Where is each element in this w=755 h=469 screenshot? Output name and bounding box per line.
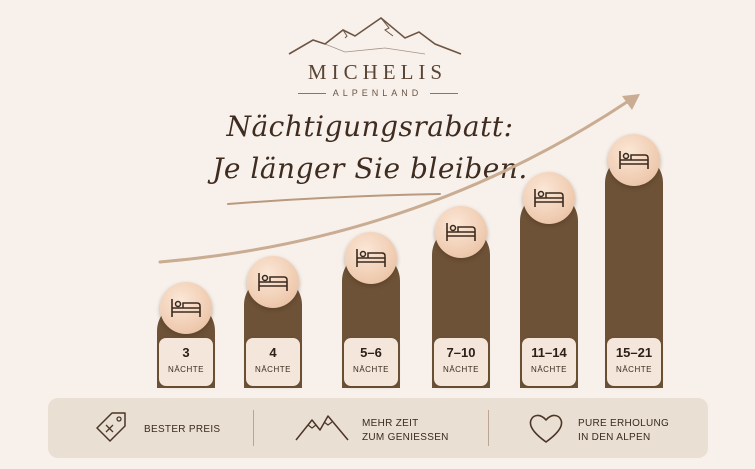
sub-brand-rule-right (430, 93, 458, 94)
tier-unit: NÄCHTE (255, 365, 291, 374)
heart-icon (529, 414, 563, 443)
tier-bed-bubble (247, 256, 299, 308)
bed-icon (356, 249, 386, 267)
tier-bed-bubble (435, 206, 487, 258)
tier-label-card: 5–6 NÄCHTE (344, 338, 398, 386)
tier-unit: NÄCHTE (168, 365, 204, 374)
features-strip (48, 398, 708, 458)
tier-label-card: 11–14 NÄCHTE (522, 338, 576, 386)
feature-pure-relaxation-line-1: PURE ERHOLUNG (578, 418, 670, 429)
tier-bed-bubble (608, 134, 660, 186)
bed-icon (446, 223, 476, 241)
headline-line-1: Nächtigungsrabatt: (226, 110, 514, 143)
tier-bed-bubble (523, 172, 575, 224)
tier-nights: 3 (182, 345, 190, 360)
tier-unit: NÄCHTE (531, 365, 567, 374)
mountain-logo-icon (288, 16, 462, 55)
tier-bed-bubble (160, 282, 212, 334)
feature-more-time-line-1: MEHR ZEIT (362, 418, 419, 429)
mountains-icon (295, 415, 349, 441)
feature-more-time-line-2: ZUM GENIESSEN (362, 432, 449, 443)
bed-icon (619, 151, 649, 169)
bed-icon (534, 189, 564, 207)
feature-divider (253, 410, 254, 446)
tier-nights: 7–10 (446, 345, 476, 360)
tier-unit: NÄCHTE (353, 365, 389, 374)
price-tag-icon (96, 412, 126, 442)
tier-unit: NÄCHTE (616, 365, 652, 374)
tier-nights: 5–6 (360, 345, 382, 360)
bed-icon (258, 273, 288, 291)
feature-best-price: BESTER PREIS (144, 424, 221, 435)
tier-unit: NÄCHTE (443, 365, 479, 374)
feature-pure-relaxation-line-2: IN DEN ALPEN (578, 432, 651, 443)
tier-label-card: 3 NÄCHTE (159, 338, 213, 386)
tier-label-card: 7–10 NÄCHTE (434, 338, 488, 386)
bed-icon (171, 299, 201, 317)
feature-more-time: MEHR ZEIT ZUM GENIESSEN (362, 417, 449, 445)
tier-bed-bubble (345, 232, 397, 284)
tier-label-card: 15–21 NÄCHTE (607, 338, 661, 386)
brand-subtitle: ALPENLAND (332, 88, 423, 98)
feature-divider (488, 410, 489, 446)
sub-brand-rule-left (298, 93, 326, 94)
tier-nights: 15–21 (615, 345, 653, 360)
brand-name: MICHELIS (307, 60, 448, 84)
feature-pure-relaxation: PURE ERHOLUNG IN DEN ALPEN (578, 417, 669, 445)
tier-label-card: 4 NÄCHTE (246, 338, 300, 386)
tier-nights: 4 (269, 345, 277, 360)
headline-line-2: Je länger Sie bleiben. (212, 152, 528, 185)
tier-nights: 11–14 (531, 345, 567, 360)
